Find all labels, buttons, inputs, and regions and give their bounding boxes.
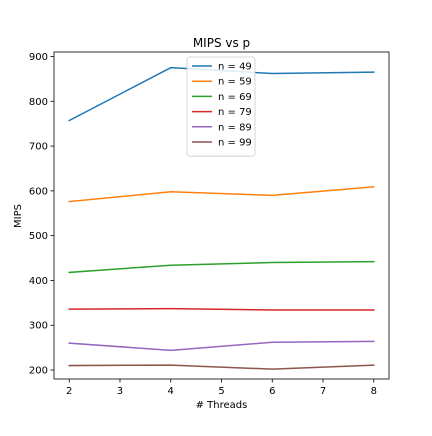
y-tick-label: 700 (29, 142, 48, 153)
y-tick-label: 400 (29, 276, 48, 287)
chart-title: MIPS vs p (193, 36, 250, 50)
legend-label-1: n = 49 (218, 62, 252, 73)
y-tick-label: 200 (29, 366, 48, 377)
x-axis-label: # Threads (196, 400, 248, 411)
y-tick-label: 800 (29, 97, 48, 108)
legend-label-4: n = 79 (218, 107, 252, 118)
plot-area: 2 3 4 5 6 7 8 200 300 400 500 600 700 800 900 (29, 51, 390, 397)
series-line-3 (68, 260, 375, 274)
series-line-2 (68, 186, 375, 203)
legend: n = 49 n = 59 n = 69 n = 79 n = 89 n = 99 (186, 56, 256, 157)
legend-label-5: n = 89 (218, 122, 252, 133)
x-tick-label: 6 (269, 386, 275, 397)
y-tick-label: 900 (29, 52, 48, 63)
x-tick-label: 4 (168, 386, 174, 397)
legend-label-2: n = 59 (218, 77, 252, 88)
y-tick-label: 500 (29, 231, 48, 242)
x-tick-label: 8 (371, 386, 377, 397)
x-tick-label: 5 (218, 386, 224, 397)
legend-label-6: n = 99 (218, 138, 252, 149)
legend-label-3: n = 69 (218, 92, 252, 103)
y-axis-label: MIPS (13, 204, 24, 228)
series-line-6 (68, 364, 375, 370)
y-tick-label: 300 (29, 321, 48, 332)
series-line-5 (68, 340, 375, 352)
x-tick-label: 7 (320, 386, 326, 397)
series-line-4 (68, 307, 375, 311)
y-tick-label: 600 (29, 186, 48, 197)
x-tick-label: 2 (66, 386, 72, 397)
x-tick-label: 3 (117, 386, 123, 397)
